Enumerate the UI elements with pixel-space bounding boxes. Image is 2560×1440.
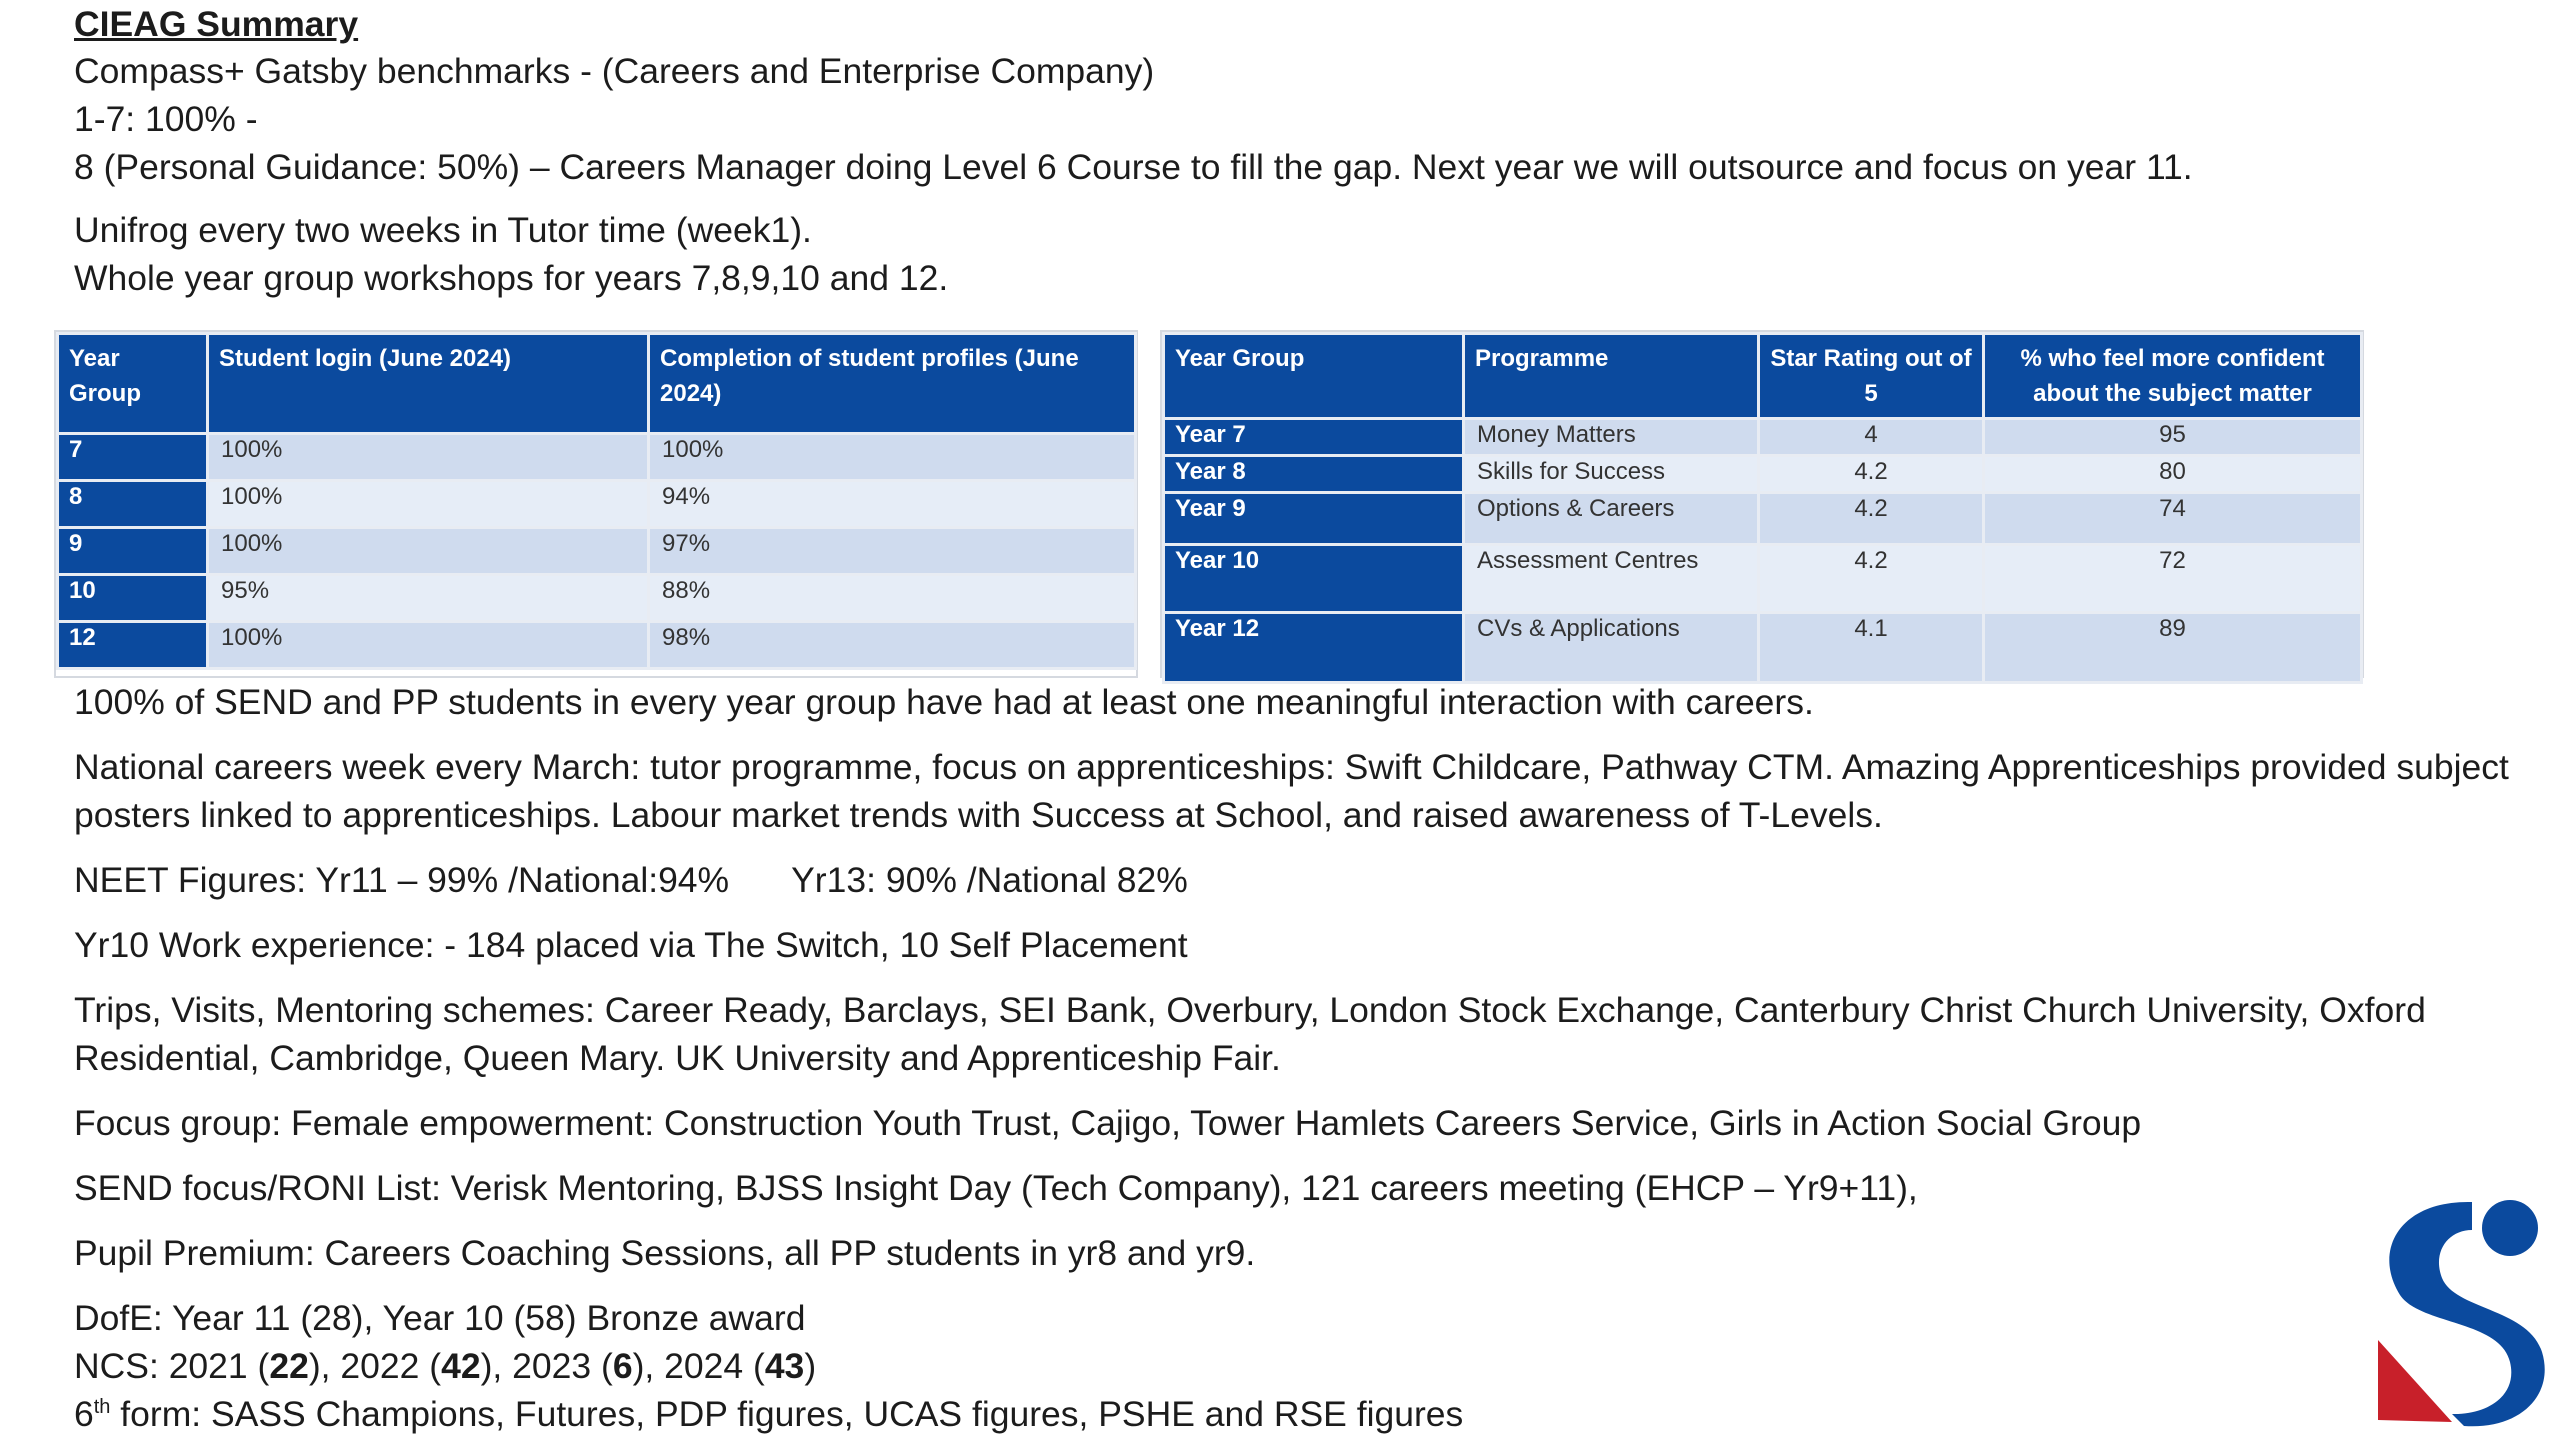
year-cell: 7 (56, 432, 209, 482)
ncs-2021-value: 22 (269, 1346, 309, 1386)
year-cell: 8 (56, 479, 209, 529)
rating-cell: 4 (1757, 417, 1985, 457)
table-row: Year 8 Skills for Success 4.2 80 (1162, 454, 2363, 494)
column-header: Year Group (56, 332, 209, 435)
unifrog-table: Year Group Student login (June 2024) Com… (56, 332, 1137, 670)
table-row: 10 95% 88% (56, 573, 1137, 623)
trips-line-2: Residential, Cambridge, Queen Mary. UK U… (74, 1038, 1281, 1078)
rating-cell: 4.1 (1757, 611, 1985, 684)
login-cell: 100% (206, 479, 650, 529)
programme-table: Year Group Programme Star Rating out of … (1162, 332, 2363, 684)
table-header-row: Year Group Programme Star Rating out of … (1162, 332, 2363, 420)
programme-cell: Money Matters (1462, 417, 1760, 457)
programme-cell: CVs & Applications (1462, 611, 1760, 684)
confidence-cell: 95 (1982, 417, 2363, 457)
year-cell: Year 8 (1162, 454, 1465, 494)
logo-s-shape (2389, 1201, 2545, 1427)
neet-yr13: Yr13: 90% /National 82% (791, 860, 1188, 900)
page-title: CIEAG Summary (74, 4, 359, 44)
table-row: 7 100% 100% (56, 432, 1137, 482)
send-focus-line: SEND focus/RONI List: Verisk Mentoring, … (74, 1168, 1918, 1208)
rating-cell: 4.2 (1757, 491, 1985, 546)
careers-week-line-2: posters linked to apprenticeships. Labou… (74, 795, 1883, 835)
column-header: Completion of student profiles (June 202… (647, 332, 1137, 435)
rating-cell: 4.2 (1757, 543, 1985, 614)
neet-figures-line: NEET Figures: Yr11 – 99% /National:94% Yr… (74, 856, 1188, 904)
programme-cell: Options & Careers (1462, 491, 1760, 546)
confidence-cell: 89 (1982, 611, 2363, 684)
profile-cell: 94% (647, 479, 1137, 529)
column-header: Star Rating out of 5 (1757, 332, 1985, 420)
profile-cell: 88% (647, 573, 1137, 623)
table-row: Year 12 CVs & Applications 4.1 89 (1162, 611, 2363, 684)
benchmarks-1-7-line: 1-7: 100% - (74, 99, 258, 139)
year-cell: 10 (56, 573, 209, 623)
sixth-form-line: 6th form: SASS Champions, Futures, PDP f… (74, 1394, 1464, 1434)
confidence-cell: 72 (1982, 543, 2363, 614)
confidence-cell: 74 (1982, 491, 2363, 546)
trips-line: Trips, Visits, Mentoring schemes: Career… (74, 990, 2426, 1030)
ncs-2023-value: 6 (612, 1346, 633, 1386)
table-header-row: Year Group Student login (June 2024) Com… (56, 332, 1137, 435)
rating-cell: 4.2 (1757, 454, 1985, 494)
column-header: % who feel more confident about the subj… (1982, 332, 2363, 420)
logo-dot (2482, 1200, 2538, 1256)
login-cell: 100% (206, 526, 650, 576)
ncs-2022-value: 42 (441, 1346, 481, 1386)
year-cell: 9 (56, 526, 209, 576)
benchmark-8-line: 8 (Personal Guidance: 50%) – Careers Man… (74, 147, 2193, 187)
send-pp-line: 100% of SEND and PP students in every ye… (74, 682, 1814, 722)
table-row: 9 100% 97% (56, 526, 1137, 576)
ncs-line: NCS: 2021 (22), 2022 (42), 2023 (6), 202… (74, 1346, 817, 1386)
table-row: Year 9 Options & Careers 4.2 74 (1162, 491, 2363, 546)
pupil-premium-line: Pupil Premium: Careers Coaching Sessions… (74, 1233, 1256, 1273)
ncs-2024-value: 43 (764, 1346, 805, 1386)
dofe-line: DofE: Year 11 (28), Year 10 (58) Bronze … (74, 1298, 806, 1338)
unifrog-line: Unifrog every two weeks in Tutor time (w… (74, 210, 812, 250)
neet-yr11: NEET Figures: Yr11 – 99% /National:94% (74, 860, 730, 900)
profile-cell: 98% (647, 620, 1137, 670)
school-logo (2378, 1200, 2545, 1427)
year-cell: Year 9 (1162, 491, 1465, 546)
table-row: 8 100% 94% (56, 479, 1137, 529)
year-cell: Year 10 (1162, 543, 1465, 614)
login-cell: 100% (206, 432, 650, 482)
benchmarks-line: Compass+ Gatsby benchmarks - (Careers an… (74, 51, 1155, 91)
year-cell: Year 12 (1162, 611, 1465, 684)
year-cell: Year 7 (1162, 417, 1465, 457)
careers-week-line: National careers week every March: tutor… (74, 747, 2509, 787)
profile-cell: 100% (647, 432, 1137, 482)
table-row: Year 7 Money Matters 4 95 (1162, 417, 2363, 457)
programme-cell: Skills for Success (1462, 454, 1760, 494)
year-cell: 12 (56, 620, 209, 670)
profile-cell: 97% (647, 526, 1137, 576)
workshops-line: Whole year group workshops for years 7,8… (74, 258, 949, 298)
work-experience-line: Yr10 Work experience: - 184 placed via T… (74, 925, 1188, 965)
column-header: Year Group (1162, 332, 1465, 420)
login-cell: 95% (206, 573, 650, 623)
column-header: Programme (1462, 332, 1760, 420)
login-cell: 100% (206, 620, 650, 670)
focus-group-line: Focus group: Female empowerment: Constru… (74, 1103, 2142, 1143)
table-row: 12 100% 98% (56, 620, 1137, 670)
table-row: Year 10 Assessment Centres 4.2 72 (1162, 543, 2363, 614)
column-header: Student login (June 2024) (206, 332, 650, 435)
programme-cell: Assessment Centres (1462, 543, 1760, 614)
logo-red-wedge (2378, 1340, 2452, 1422)
confidence-cell: 80 (1982, 454, 2363, 494)
